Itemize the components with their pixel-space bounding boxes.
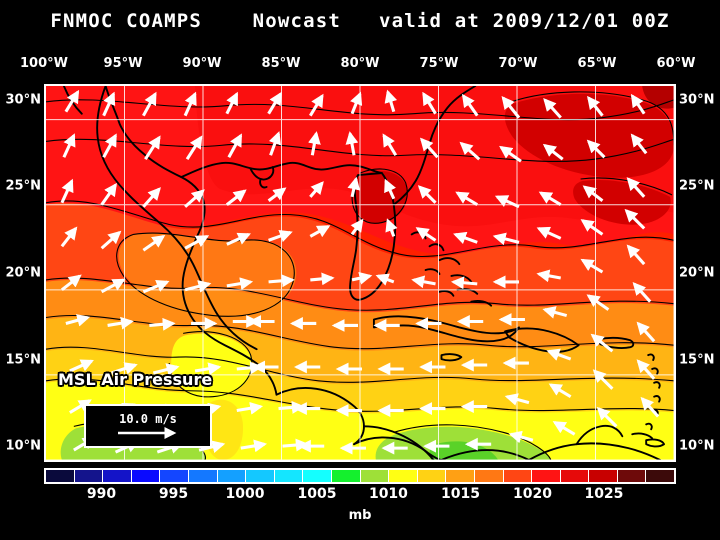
pressure-colorbar[interactable] [44,468,676,484]
colorbar-swatch-1 [74,470,103,482]
lat-tick-right-0: 30°N [679,92,715,108]
lon-tick-5: 75°W [419,56,459,71]
colorbar-swatch-5 [188,470,217,482]
lat-tick-right-3: 15°N [679,352,715,368]
colorbar-swatch-11 [360,470,389,482]
lon-tick-0: 100°W [20,56,68,71]
colorbar-tick-labels: 990 995 1000 1005 1010 1015 1020 1025 [0,486,720,506]
lon-tick-1: 95°W [103,56,143,71]
colorbar-swatch-7 [246,470,274,482]
colorbar-swatch-6 [217,470,246,482]
wind-vectors [60,89,660,455]
colorbar-tick-3: 1005 [297,486,337,502]
latitude-axis-left: 30°N 25°N 20°N 15°N 10°N [0,84,44,462]
colorbar-tick-6: 1020 [513,486,553,502]
colorbar-tick-0: 990 [86,486,117,502]
wind-scale-arrow-icon [118,427,177,439]
lat-tick-right-4: 10°N [679,438,715,454]
colorbar-tick-2: 1000 [225,486,265,502]
lat-tick-left-2: 20°N [5,265,41,281]
wind-scale-label: 10.0 m/s [119,412,177,426]
lon-tick-6: 70°W [498,56,538,71]
title-text: FNMOC COAMPS Nowcast valid at 2009/12/01… [50,10,670,32]
colorbar-swatch-20 [617,470,646,482]
colorbar-swatch-19 [589,470,617,482]
map-canvas [46,86,674,460]
colorbar-swatch-18 [560,470,589,482]
lon-tick-4: 80°W [340,56,380,71]
colorbar-swatch-21 [646,470,675,482]
colorbar-swatch-12 [389,470,417,482]
colorbar-swatch-0 [46,470,74,482]
colorbar-swatch-14 [446,470,474,482]
latitude-axis-right: 30°N 25°N 20°N 15°N 10°N [676,84,720,462]
colorbar-tick-1: 995 [158,486,189,502]
longitude-axis: 100°W 95°W 90°W 85°W 80°W 75°W 70°W 65°W 60°W [0,56,720,76]
colorbar-tick-5: 1015 [441,486,480,502]
colorbar-swatch-10 [331,470,360,482]
lat-tick-left-4: 10°N [5,438,41,454]
colorbar-swatch-9 [303,470,331,482]
lat-tick-left-0: 30°N [5,92,41,108]
colorbar-tick-4: 1010 [368,486,408,502]
lat-tick-right-1: 25°N [679,178,715,194]
lat-tick-left-1: 25°N [5,178,41,194]
colorbar-swatch-8 [274,470,303,482]
colorbar-swatch-17 [532,470,560,482]
colorbar-swatch-4 [160,470,188,482]
colorbar-units-label: mb [348,508,372,523]
map-panel[interactable]: MSL Air Pressure 10.0 m/s [44,84,676,462]
lat-tick-right-2: 20°N [679,265,715,281]
wind-scale-key: 10.0 m/s [84,404,212,448]
colorbar-swatch-2 [103,470,131,482]
page-title: FNMOC COAMPS Nowcast valid at 2009/12/01… [0,8,720,34]
colorbar-swatch-3 [131,470,160,482]
colorbar-swatch-15 [474,470,503,482]
pressure-cell-atlantic-high-2 [573,179,671,225]
lat-tick-left-3: 15°N [5,352,41,368]
lon-tick-7: 65°W [577,56,617,71]
colorbar-tick-7: 1025 [584,486,624,502]
lon-tick-2: 90°W [182,56,222,71]
lon-tick-8: 60°W [656,56,696,71]
colorbar-swatch-16 [503,470,532,482]
colorbar-swatch-13 [417,470,446,482]
lon-tick-3: 85°W [261,56,301,71]
